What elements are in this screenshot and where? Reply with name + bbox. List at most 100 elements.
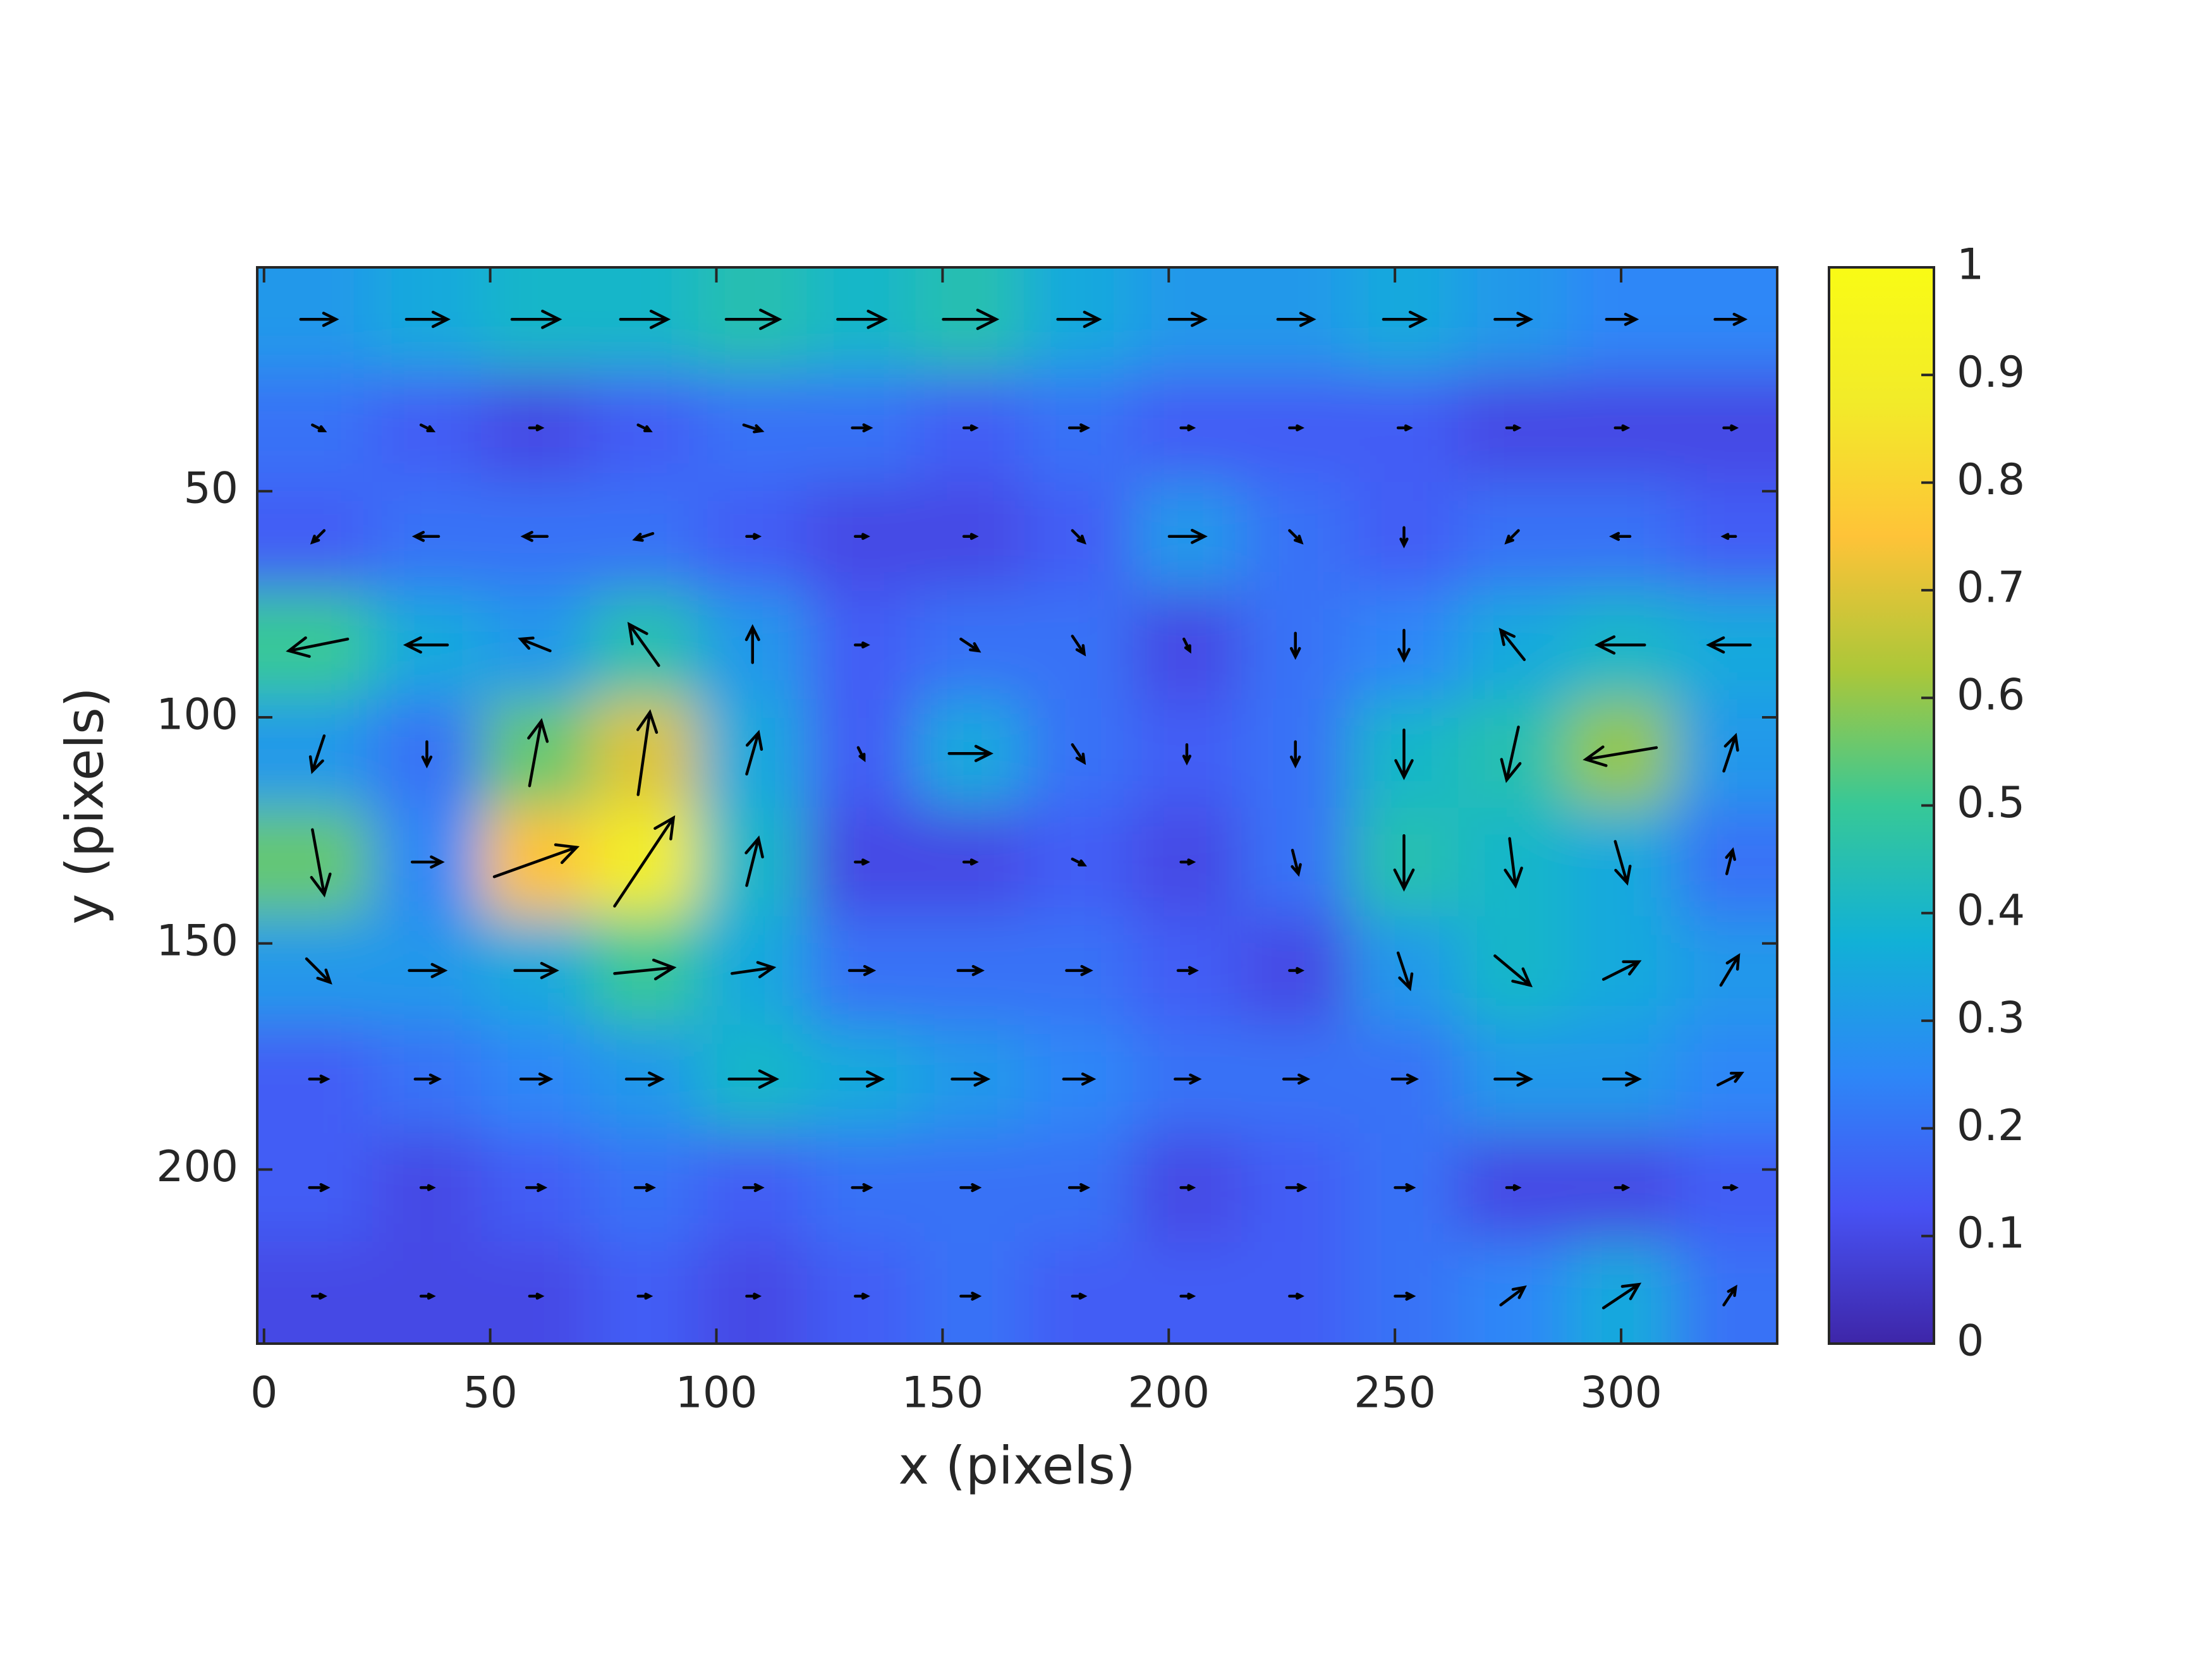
arrow <box>1394 1291 1416 1301</box>
arrow <box>1720 533 1737 540</box>
arrow <box>856 746 866 763</box>
arrow <box>1394 1183 1416 1193</box>
arrow <box>962 424 979 432</box>
arrow <box>519 1073 554 1086</box>
heat-cell <box>698 267 808 375</box>
arrow <box>1065 964 1093 976</box>
arrow <box>408 963 448 978</box>
arrow <box>403 636 449 654</box>
arrow <box>633 1183 656 1193</box>
colorbar-tick-label: 0.8 <box>1957 455 2025 505</box>
arrow <box>730 961 777 978</box>
heat-cell <box>1024 267 1134 375</box>
arrow <box>947 744 994 762</box>
arrow <box>1716 1071 1744 1086</box>
heat-cell <box>481 1242 591 1344</box>
arrow <box>1167 528 1208 544</box>
arrow <box>742 1183 765 1193</box>
arrow <box>520 530 549 542</box>
plot-frame <box>256 266 1778 1345</box>
heat-cell <box>1133 267 1242 375</box>
arrow <box>836 310 888 329</box>
arrow <box>627 621 660 667</box>
heat-cell <box>1349 1242 1459 1344</box>
heat-cell <box>1458 267 1568 375</box>
arrow <box>1176 966 1199 975</box>
arrow <box>1719 953 1741 987</box>
arrow <box>310 828 332 898</box>
arrow <box>1071 635 1086 657</box>
arrow <box>1499 1285 1527 1307</box>
arrow <box>311 423 327 432</box>
x-tick-label: 200 <box>1127 1368 1210 1418</box>
arrow <box>1722 1284 1737 1307</box>
arrow <box>1390 1073 1419 1085</box>
heat-cell <box>1567 1242 1676 1344</box>
arrow <box>839 1070 885 1088</box>
arrow <box>1288 1292 1305 1300</box>
arrow <box>854 1292 870 1300</box>
arrow <box>1493 1071 1534 1087</box>
heat-cell <box>372 1242 482 1344</box>
heat-cell <box>257 482 374 592</box>
heat-cell <box>1458 1242 1568 1344</box>
arrow <box>411 530 441 542</box>
colorbar <box>1828 266 1935 1345</box>
arrow <box>1071 858 1087 866</box>
arrow <box>1174 1073 1202 1085</box>
arrow <box>1396 424 1413 432</box>
arrow <box>1713 312 1748 326</box>
arrow <box>1179 1184 1196 1191</box>
heat-cell <box>257 808 374 917</box>
arrow <box>419 1184 436 1191</box>
arrow <box>528 424 545 432</box>
heat-cell <box>481 267 591 375</box>
arrow <box>1282 1073 1311 1085</box>
heat-cell <box>257 699 374 809</box>
arrow <box>308 1183 331 1193</box>
arrow <box>1276 312 1316 327</box>
heat-cell <box>257 916 374 1026</box>
x-tick-label: 50 <box>463 1368 518 1418</box>
colorbar-tick-label: 0.4 <box>1957 885 2025 935</box>
arrow <box>854 533 870 540</box>
heat-cell <box>806 1242 916 1344</box>
arrow <box>1071 1292 1088 1300</box>
arrow <box>528 1292 545 1300</box>
arrow <box>1722 424 1739 432</box>
heat-cell <box>915 1242 1025 1344</box>
arrow <box>1500 726 1522 783</box>
arrow <box>1498 628 1526 661</box>
arrow <box>959 637 981 653</box>
heatmap <box>257 267 1777 1344</box>
arrow <box>1601 1282 1642 1310</box>
arrow <box>744 624 760 664</box>
arrow <box>1062 1073 1097 1086</box>
arrow <box>518 636 552 653</box>
arrow <box>311 1292 327 1300</box>
arrow <box>1613 1184 1631 1191</box>
heat-cell <box>1567 267 1676 375</box>
colorbar-tick-label: 0.7 <box>1957 562 2025 612</box>
arrow <box>308 734 326 774</box>
arrow <box>413 1073 442 1085</box>
heat-cell <box>698 1242 808 1344</box>
arrow <box>492 843 580 878</box>
arrow <box>613 958 677 981</box>
heat-cell <box>257 1242 374 1344</box>
arrow <box>1397 628 1411 663</box>
colorbar-tick-label: 0.6 <box>1957 671 2025 720</box>
arrow <box>724 308 782 331</box>
arrow <box>727 1069 780 1089</box>
x-tick-label: 150 <box>901 1368 983 1418</box>
arrow <box>1609 532 1632 541</box>
heat-cell <box>257 374 374 483</box>
arrow <box>745 533 762 540</box>
arrow <box>1493 312 1534 327</box>
arrow <box>962 858 979 866</box>
arrow <box>410 855 445 869</box>
x-tick-label: 0 <box>250 1368 277 1418</box>
heat-cell <box>915 267 1025 375</box>
arrow <box>1722 1184 1739 1191</box>
arrow <box>1179 858 1196 866</box>
